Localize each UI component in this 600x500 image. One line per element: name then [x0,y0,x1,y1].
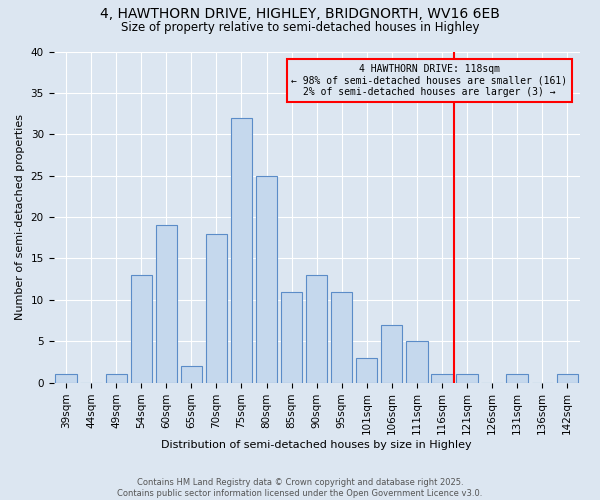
Bar [457,374,478,382]
Bar [406,341,428,382]
Bar [356,358,377,382]
Bar [557,374,578,382]
Bar [506,374,528,382]
Bar [55,374,77,382]
Bar [155,226,177,382]
Text: 4, HAWTHORN DRIVE, HIGHLEY, BRIDGNORTH, WV16 6EB: 4, HAWTHORN DRIVE, HIGHLEY, BRIDGNORTH, … [100,8,500,22]
Bar [181,366,202,382]
Bar [306,275,328,382]
Bar [131,275,152,382]
Bar [281,292,302,382]
Bar [431,374,452,382]
X-axis label: Distribution of semi-detached houses by size in Highley: Distribution of semi-detached houses by … [161,440,472,450]
Y-axis label: Number of semi-detached properties: Number of semi-detached properties [15,114,25,320]
Bar [231,118,252,382]
Bar [381,324,403,382]
Text: 4 HAWTHORN DRIVE: 118sqm
← 98% of semi-detached houses are smaller (161)
2% of s: 4 HAWTHORN DRIVE: 118sqm ← 98% of semi-d… [292,64,568,97]
Text: Size of property relative to semi-detached houses in Highley: Size of property relative to semi-detach… [121,21,479,34]
Bar [106,374,127,382]
Bar [206,234,227,382]
Text: Contains HM Land Registry data © Crown copyright and database right 2025.
Contai: Contains HM Land Registry data © Crown c… [118,478,482,498]
Bar [331,292,352,382]
Bar [256,176,277,382]
